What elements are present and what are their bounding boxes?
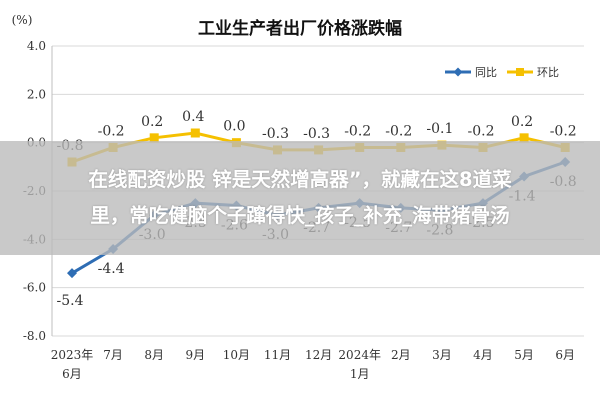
x-tick-label: 3月 (432, 348, 452, 362)
data-label: -0.3 (262, 126, 289, 142)
x-tick-label: 4月 (473, 348, 493, 362)
legend-marker (453, 67, 463, 77)
data-label: -0.2 (550, 124, 577, 140)
x-tick-label: 9月 (185, 348, 205, 362)
y-tick-label: -6.0 (23, 281, 46, 295)
data-label: 0.2 (141, 114, 163, 130)
x-tick-label: 2024年 (338, 348, 381, 362)
data-label: -0.2 (468, 124, 495, 140)
chart-title: 工业生产者出厂价格涨跌幅 (198, 18, 402, 39)
data-label: -4.4 (98, 261, 125, 277)
x-tick-label: 2月 (391, 348, 411, 362)
overlay-line-2: 里，常吃健脑个子蹿得快_孩子_补充_海带猪骨汤 (90, 204, 510, 227)
x-tick-label: 6月 (62, 367, 82, 381)
data-label: -0.3 (303, 126, 330, 142)
overlay-banner: 在线配资炒股 锌是天然增高器”，就藏在这8道菜 里，常吃健脑个子蹿得快_孩子_补… (0, 141, 600, 255)
x-tick-label: 8月 (144, 348, 164, 362)
x-tick-label: 1月 (350, 367, 370, 381)
legend-label: 环比 (537, 66, 559, 79)
data-point-yoy (67, 268, 77, 279)
data-point-mom (519, 133, 529, 143)
y-axis-label: (%) (12, 13, 33, 27)
y-tick-label: 4.0 (27, 39, 46, 53)
x-tick-label: 7月 (103, 348, 123, 362)
data-label: 0.2 (511, 114, 533, 130)
x-tick-label: 2023年 (51, 348, 94, 362)
x-tick-label: 11月 (264, 348, 291, 362)
data-label: -0.1 (426, 121, 453, 137)
y-tick-label: -8.0 (23, 329, 46, 343)
data-label: -5.4 (57, 293, 84, 309)
data-label: 0.4 (182, 109, 204, 125)
legend-marker (516, 68, 524, 76)
data-label: -0.2 (344, 124, 371, 140)
data-label: 0.0 (223, 119, 245, 135)
overlay-line-1: 在线配资炒股 锌是天然增高器”，就藏在这8道菜 (88, 168, 512, 191)
data-label: -0.2 (98, 124, 125, 140)
legend-label: 同比 (475, 66, 497, 79)
x-tick-label: 12月 (305, 348, 332, 362)
x-tick-label: 6月 (555, 348, 575, 362)
data-point-mom (149, 133, 159, 143)
x-tick-label: 5月 (514, 348, 534, 362)
y-tick-label: 2.0 (27, 87, 46, 101)
data-point-mom (190, 128, 200, 138)
data-label: -0.2 (385, 124, 412, 140)
x-tick-label: 10月 (223, 348, 250, 362)
